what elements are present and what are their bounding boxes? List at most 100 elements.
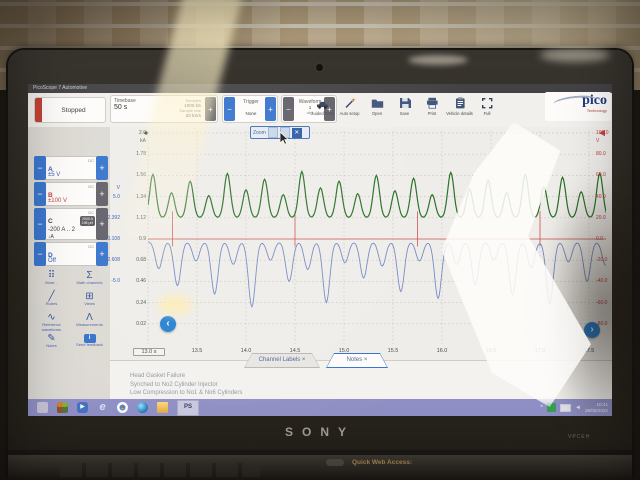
quick-web-access-label: Quick Web Access: bbox=[352, 459, 412, 466]
mouse-cursor-icon bbox=[280, 132, 290, 145]
channel-c-body[interactable]: C DC 2000 A 198 μH -200 A .. 2 ↓A bbox=[46, 208, 96, 240]
channel-id-label: A bbox=[48, 166, 53, 173]
math-channels-button[interactable]: Σ Math channels bbox=[71, 270, 108, 286]
chrome-icon[interactable] bbox=[117, 402, 128, 413]
trigger-increase-button[interactable]: + bbox=[265, 97, 276, 121]
stop-indicator-icon bbox=[35, 98, 42, 122]
toolbar-button-label: Vehicle details bbox=[446, 111, 473, 116]
coupling-label: DC bbox=[88, 158, 94, 163]
open-button[interactable]: Open bbox=[360, 96, 394, 124]
pico-brand-text: pico bbox=[582, 93, 607, 108]
guided-tests-button[interactable]: Guided tests bbox=[305, 96, 339, 124]
waveform-nav-panel: − Waveform 1 of 1 + bbox=[281, 95, 337, 123]
auto-setup-button[interactable]: Auto setup bbox=[333, 96, 367, 124]
channel-b-decrease-button[interactable]: − bbox=[34, 182, 46, 206]
channel-b-increase-button[interactable]: + bbox=[96, 182, 108, 206]
x-tick-label: 16.0 bbox=[436, 348, 448, 354]
vehicle-details-button[interactable]: Vehicle details bbox=[443, 96, 477, 124]
x-tick-label: 13.5 bbox=[191, 348, 203, 354]
channel-a-card: − A DC ±5 V + bbox=[34, 156, 108, 180]
notes-line: Low Compression to No1 & No6 Cylinders bbox=[130, 390, 243, 397]
x-tick-label: 15.0 bbox=[338, 348, 350, 354]
notes-icon: ✎ bbox=[47, 333, 56, 344]
waveform-next-button[interactable]: + bbox=[324, 97, 335, 121]
tab-notes[interactable]: Notes × bbox=[326, 353, 388, 368]
x-tick-label: 14.5 bbox=[289, 348, 301, 354]
coupling-label: DC bbox=[88, 244, 94, 249]
math-channels-icon: Σ bbox=[86, 270, 93, 281]
zoom-close-button[interactable]: ✕ bbox=[291, 127, 302, 138]
pico-logo: pico Technology bbox=[545, 92, 611, 121]
channel-a-volts-unit: V bbox=[116, 184, 120, 191]
views-button[interactable]: ⊞ Views bbox=[71, 291, 108, 307]
channel-d-card: − D DC Off + bbox=[34, 242, 108, 266]
channel-a-volts-tick: -0.108 bbox=[105, 236, 120, 242]
x-tick-label: 15.5 bbox=[387, 348, 399, 354]
notes-text[interactable]: Head Gasket Failure Synched to No2 Cylind… bbox=[130, 372, 242, 398]
channel-a-increase-button[interactable]: + bbox=[96, 156, 108, 180]
channel-d-decrease-button[interactable]: − bbox=[34, 242, 46, 266]
internet-explorer-icon[interactable]: e bbox=[99, 401, 106, 413]
reference-waveforms-button[interactable]: ∿ Reference waveforms bbox=[33, 312, 70, 332]
channel-c-card: − C DC 2000 A 198 μH -200 A .. 2 ↓A + bbox=[34, 208, 108, 240]
channel-a-volts-tick: 5.0 bbox=[113, 193, 120, 200]
folder-icon bbox=[360, 96, 394, 110]
file-explorer-icon[interactable] bbox=[157, 402, 168, 413]
probe-badge: 2000 A 198 μH bbox=[79, 216, 95, 226]
waveform-previous-button[interactable]: − bbox=[283, 97, 294, 121]
channel-c-decrease-button[interactable]: − bbox=[34, 208, 46, 240]
tool-label: Math channels bbox=[76, 280, 103, 285]
channel-b-body[interactable]: B DC ±100 V bbox=[46, 182, 96, 206]
notes-button[interactable]: ✎ Notes bbox=[33, 333, 70, 349]
views-icon: ⊞ bbox=[85, 291, 94, 302]
zoom-label: Zoom bbox=[253, 129, 266, 136]
wand-icon bbox=[333, 96, 367, 110]
scroll-left-button[interactable]: ‹ bbox=[160, 316, 176, 332]
tab-face: Channel Labels × bbox=[245, 354, 319, 367]
media-player-icon[interactable]: ▶ bbox=[77, 402, 88, 413]
channel-b-volts-tick: 100.0 bbox=[596, 130, 609, 136]
measurements-button[interactable]: Λ Measurements bbox=[71, 312, 108, 328]
trigger-decrease-button[interactable]: − bbox=[224, 97, 235, 121]
keyboard-keys bbox=[60, 463, 260, 477]
car-icon bbox=[305, 96, 339, 110]
app-grid-icon[interactable] bbox=[57, 402, 68, 413]
save-button[interactable]: Save bbox=[388, 96, 422, 124]
tab-channel-labels[interactable]: Channel Labels × bbox=[244, 353, 320, 368]
notes-line: Synched to No2 Cylinder Injector bbox=[130, 381, 218, 388]
picoscope-taskbar-button[interactable]: PS bbox=[177, 399, 199, 416]
print-button[interactable]: Print bbox=[415, 96, 449, 124]
bezel-glint bbox=[540, 48, 610, 62]
tab-face: Notes × bbox=[327, 354, 387, 367]
x-tick-label: 13.0 s bbox=[133, 348, 165, 356]
channel-a-decrease-button[interactable]: − bbox=[34, 156, 46, 180]
channel-c-kiloamps-tick: 0.02 bbox=[136, 320, 146, 327]
start-window-icon[interactable] bbox=[37, 402, 48, 413]
coupling-label: DC bbox=[88, 210, 94, 215]
channel-a-body[interactable]: A DC ±5 V bbox=[46, 156, 96, 180]
quick-web-access-button[interactable] bbox=[326, 459, 344, 466]
channel-d-increase-button[interactable]: + bbox=[96, 242, 108, 266]
zoom-in-button[interactable] bbox=[267, 127, 278, 138]
reference-waveforms-icon: ∿ bbox=[47, 312, 56, 323]
channel-id-label: D bbox=[48, 252, 53, 259]
channel-b-volts-tick: 80.0 bbox=[596, 151, 606, 158]
channel-d-body[interactable]: D DC Off bbox=[46, 242, 96, 266]
clipboard-icon bbox=[443, 96, 477, 110]
full-button[interactable]: Full bbox=[470, 96, 504, 124]
channel-c-increase-button[interactable]: + bbox=[96, 208, 108, 240]
stop-start-button[interactable]: Stopped bbox=[34, 97, 106, 123]
channel-range-value: -200 A .. 2 bbox=[48, 227, 76, 233]
rulers-button[interactable]: ╱ Rulers bbox=[33, 291, 70, 307]
more-button[interactable]: ⠿ More... bbox=[33, 270, 70, 286]
rulers-icon: ╱ bbox=[48, 291, 55, 302]
timebase-value[interactable]: 50 s bbox=[114, 104, 128, 111]
send-feedback-button[interactable]: i Send feedback bbox=[71, 333, 108, 348]
edge-icon[interactable] bbox=[137, 402, 148, 413]
toolbar-button-label: Full bbox=[483, 111, 491, 116]
trigger-mode-value[interactable]: None bbox=[245, 111, 257, 116]
expand-icon bbox=[470, 96, 504, 110]
tool-label: More... bbox=[45, 280, 58, 285]
channel-id-label: B bbox=[48, 192, 53, 199]
notes-line: Head Gasket Failure bbox=[130, 373, 186, 379]
